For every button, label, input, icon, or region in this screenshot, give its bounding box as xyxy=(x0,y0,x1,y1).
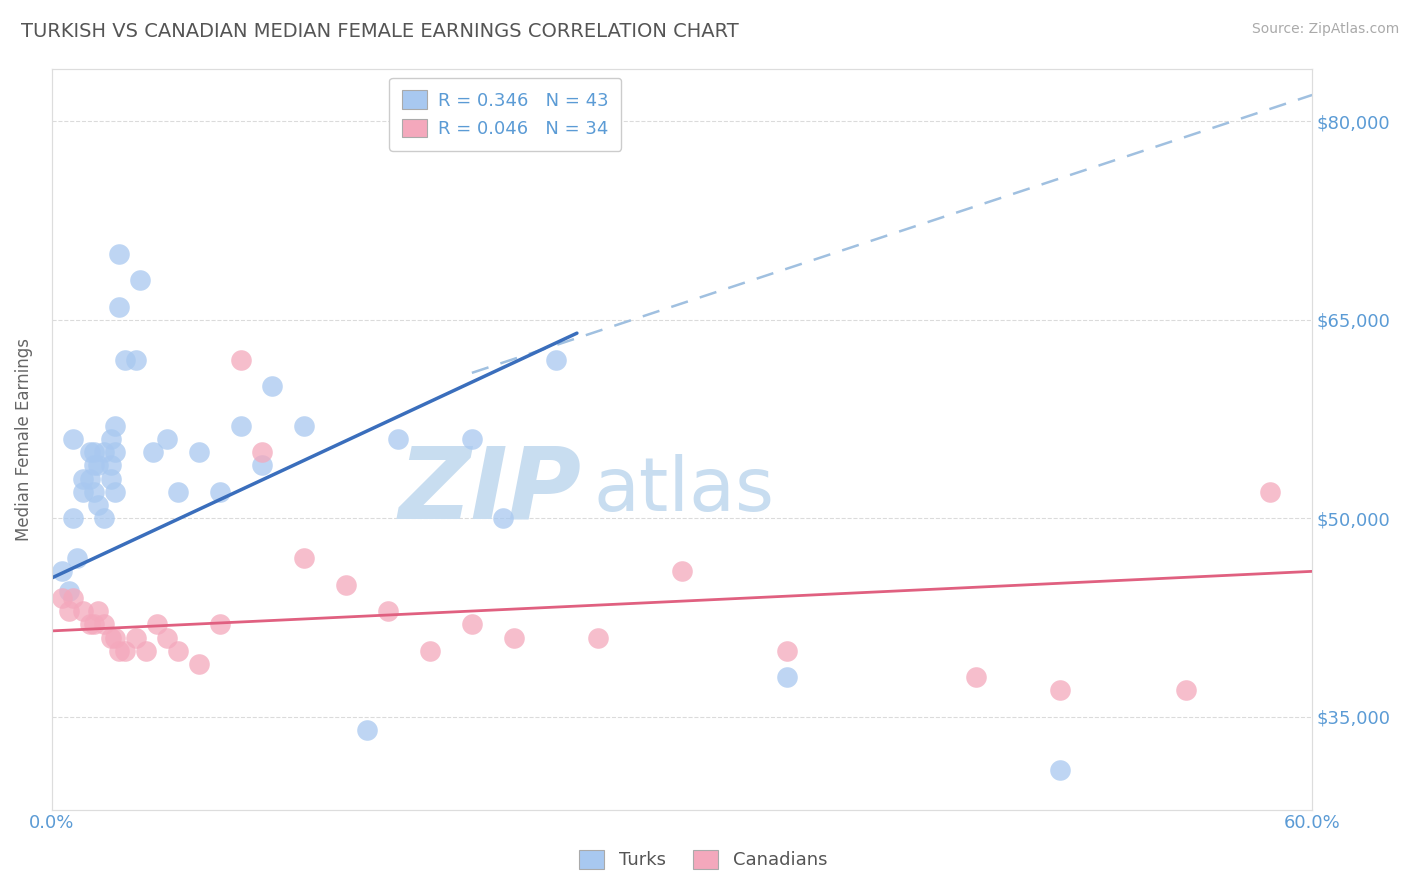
Text: atlas: atlas xyxy=(593,454,775,527)
Point xyxy=(72,604,94,618)
Point xyxy=(156,631,179,645)
Point xyxy=(93,445,115,459)
Point xyxy=(187,445,209,459)
Point xyxy=(87,498,110,512)
Point xyxy=(156,432,179,446)
Point xyxy=(108,300,131,314)
Point xyxy=(72,472,94,486)
Point xyxy=(166,644,188,658)
Point xyxy=(776,644,799,658)
Point xyxy=(104,631,127,645)
Text: Source: ZipAtlas.com: Source: ZipAtlas.com xyxy=(1251,22,1399,37)
Point xyxy=(58,584,80,599)
Point xyxy=(79,617,101,632)
Y-axis label: Median Female Earnings: Median Female Earnings xyxy=(15,337,32,541)
Point xyxy=(292,418,315,433)
Point xyxy=(51,565,73,579)
Point xyxy=(83,445,105,459)
Point xyxy=(125,631,148,645)
Text: ZIP: ZIP xyxy=(398,442,581,540)
Point xyxy=(965,670,987,684)
Point xyxy=(250,458,273,473)
Point xyxy=(262,379,284,393)
Legend: R = 0.346   N = 43, R = 0.046   N = 34: R = 0.346 N = 43, R = 0.046 N = 34 xyxy=(389,78,621,151)
Point xyxy=(229,352,252,367)
Point xyxy=(1258,485,1281,500)
Point xyxy=(100,631,122,645)
Point xyxy=(146,617,169,632)
Point xyxy=(544,352,567,367)
Point xyxy=(66,551,89,566)
Point xyxy=(208,485,231,500)
Point xyxy=(586,631,609,645)
Point xyxy=(83,458,105,473)
Legend: Turks, Canadians: Turks, Canadians xyxy=(569,841,837,879)
Point xyxy=(461,432,484,446)
Point xyxy=(419,644,441,658)
Point xyxy=(58,604,80,618)
Point xyxy=(108,247,131,261)
Point xyxy=(335,577,357,591)
Point xyxy=(93,511,115,525)
Point xyxy=(83,617,105,632)
Point xyxy=(492,511,515,525)
Point xyxy=(79,445,101,459)
Point xyxy=(502,631,524,645)
Point xyxy=(83,485,105,500)
Point xyxy=(104,418,127,433)
Point xyxy=(250,445,273,459)
Point xyxy=(125,352,148,367)
Point xyxy=(208,617,231,632)
Point xyxy=(671,565,693,579)
Point xyxy=(51,591,73,605)
Point xyxy=(356,723,378,738)
Point xyxy=(79,472,101,486)
Point xyxy=(100,432,122,446)
Point xyxy=(142,445,165,459)
Point xyxy=(62,432,84,446)
Point xyxy=(135,644,157,658)
Point xyxy=(1175,683,1198,698)
Point xyxy=(62,511,84,525)
Point xyxy=(87,604,110,618)
Point xyxy=(108,644,131,658)
Point xyxy=(62,591,84,605)
Point xyxy=(1049,763,1071,777)
Point xyxy=(93,617,115,632)
Point xyxy=(292,551,315,566)
Point xyxy=(100,458,122,473)
Point xyxy=(377,604,399,618)
Point xyxy=(114,352,136,367)
Point xyxy=(187,657,209,671)
Point xyxy=(104,445,127,459)
Point xyxy=(114,644,136,658)
Point xyxy=(1049,683,1071,698)
Point xyxy=(100,472,122,486)
Point xyxy=(129,273,152,287)
Point xyxy=(87,458,110,473)
Point xyxy=(776,670,799,684)
Point xyxy=(166,485,188,500)
Text: TURKISH VS CANADIAN MEDIAN FEMALE EARNINGS CORRELATION CHART: TURKISH VS CANADIAN MEDIAN FEMALE EARNIN… xyxy=(21,22,738,41)
Point xyxy=(72,485,94,500)
Point xyxy=(229,418,252,433)
Point xyxy=(104,485,127,500)
Point xyxy=(461,617,484,632)
Point xyxy=(387,432,409,446)
